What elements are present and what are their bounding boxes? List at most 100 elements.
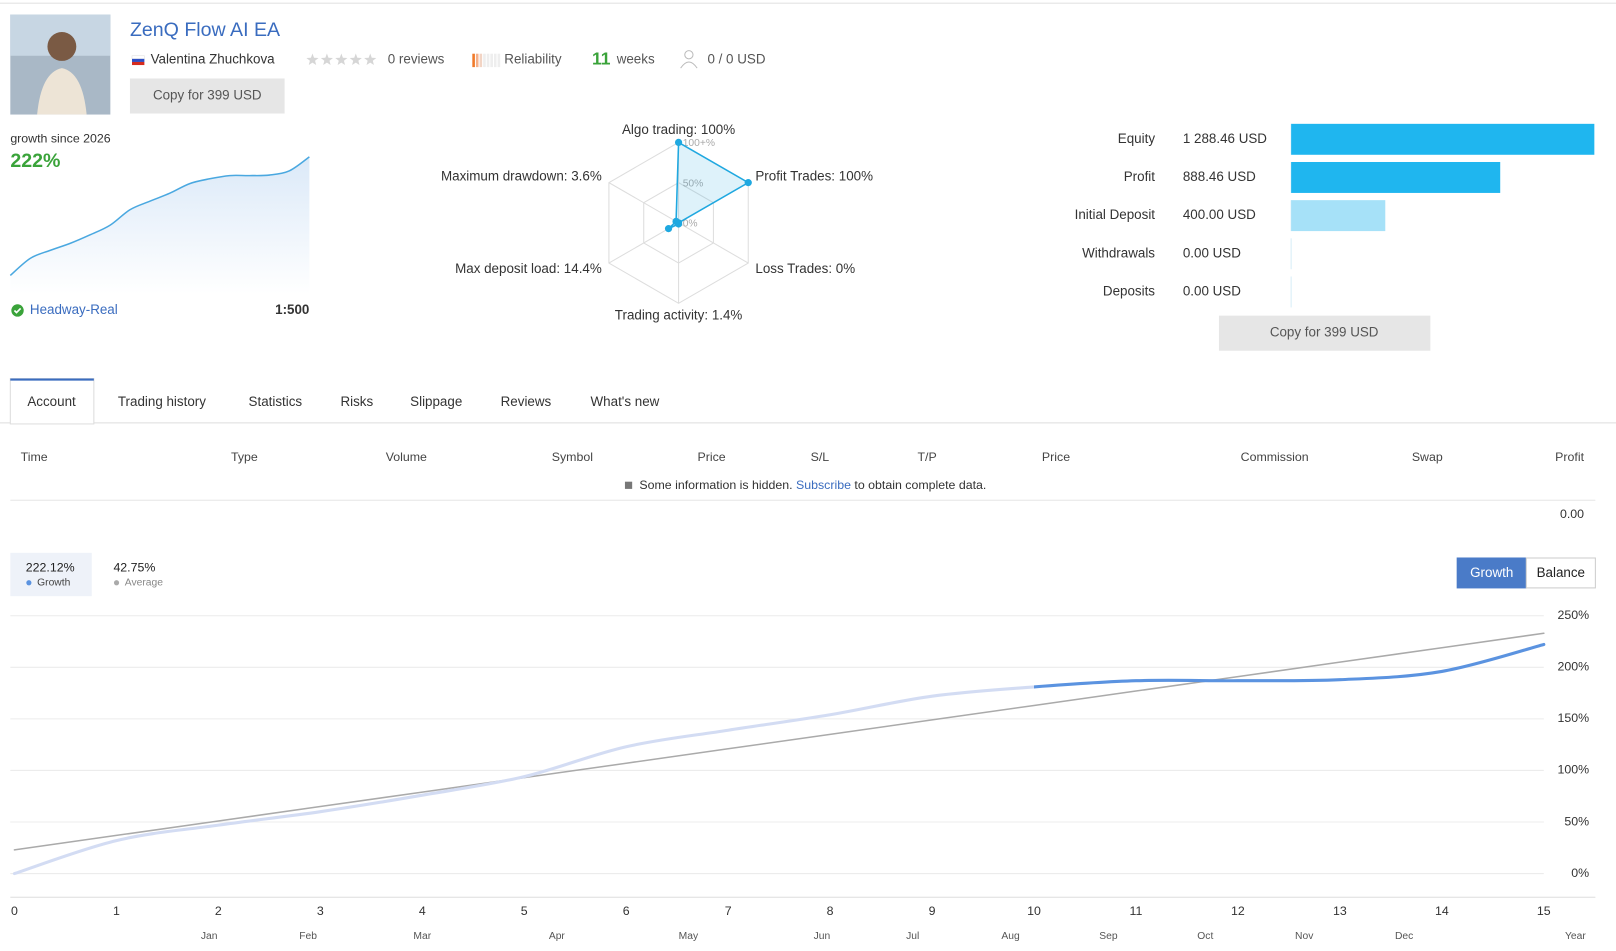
growth-chart: 222.12% Growth 42.75% Average Growth Balance 0… [10,552,1596,942]
radar-category: Loss Trades: [755,261,832,276]
table-total: 0.00 [1560,507,1584,521]
radar-tick-label: 0% [683,219,698,230]
bar-category: Equity [1118,131,1156,146]
star [364,53,377,66]
subscribers-icon [680,50,698,69]
reviews[interactable]: 0 reviews [388,51,445,66]
copy-button[interactable] [129,78,285,114]
mode-button-label[interactable]: Balance [1537,565,1585,580]
y-tick-label: 0% [1571,866,1589,880]
growth-value: 222% [10,150,60,172]
radar-category: Profit Trades: [755,168,835,183]
legend-name[interactable]: Average [125,577,163,588]
radar-label: Loss Trades: 0% [755,261,855,276]
reliability-bar [490,53,493,68]
subscribe-link[interactable]: Subscribe [796,478,851,492]
radar-label: Algo trading: 100% [622,122,735,137]
reliability-bar [497,53,501,68]
column-header: Type [231,450,258,464]
sparkline [9,156,310,294]
legend-box[interactable] [10,552,92,597]
y-tick-label: 250% [1558,608,1590,622]
x-tick-label: 2 [215,904,222,918]
bar [1291,123,1595,155]
x-tick-label: 6 [623,904,630,918]
bar-category: Initial Deposit [1075,207,1156,222]
bar-value-label: 0.00 USD [1183,283,1241,298]
sparkline-line [9,156,310,277]
column-header: S/L [811,450,830,464]
month-tick-label: Year [1565,931,1586,942]
star [320,53,333,66]
x-tick-label: 9 [929,904,936,918]
bar-category: Withdrawals [1082,245,1155,260]
legend-value[interactable]: 222.12% [26,561,75,575]
legend-dot [113,580,120,586]
weeks-value: 11 [592,49,611,69]
radar-category: Algo trading: [622,122,697,137]
balance-bars: Equity 1 288.46 USD Profit 888.46 USD Initia… [1075,123,1595,308]
notice-rest: to obtain complete data. [854,478,986,492]
bar-value-label: 400.00 USD [1183,207,1256,222]
mode-button[interactable] [1525,557,1596,589]
radar-chart: 100+%50%0%Algo trading: 100%Profit Trade… [441,122,873,323]
month-tick-label: Nov [1295,931,1314,942]
radar-value: 14.4% [564,261,602,276]
reliability-bar [486,53,490,68]
mode-button-label[interactable]: Growth [1470,565,1513,580]
legend-value[interactable]: 42.75% [113,561,155,575]
bar-value-label: 0.00 USD [1183,245,1241,260]
y-tick-label: 100% [1558,763,1590,777]
mode-button[interactable] [1456,557,1527,589]
tab[interactable]: Risks [340,394,373,409]
month-tick-label: Apr [549,931,566,942]
tab[interactable]: Statistics [249,394,303,409]
tab[interactable]: Trading history [118,394,206,409]
star [349,53,362,66]
lock-icon [624,481,633,489]
tab-active[interactable]: Account [27,394,76,409]
bar-category: Deposits [1103,283,1155,298]
column-header: Symbol [552,450,593,464]
y-tick-label: 50% [1564,814,1589,828]
reliability-bar [479,53,483,68]
x-tick-label: 4 [419,904,426,918]
title[interactable]: ZenQ Flow AI EA [130,19,281,41]
copy-button-label[interactable]: Copy for 399 USD [153,88,262,103]
column-header: Profit [1555,450,1584,464]
radar-value: 1.4% [712,307,743,322]
month-tick-label: Sep [1099,931,1118,942]
copy-button[interactable] [1218,315,1431,351]
radar-label: Trading activity: 1.4% [615,307,743,322]
weeks-label: weeks [616,51,655,66]
broker[interactable]: Headway-Real [30,302,118,317]
radar-point [664,225,673,233]
x-tick-label: 1 [113,904,120,918]
verified-check [13,307,22,314]
author[interactable]: Valentina Zhuchkova [151,51,276,66]
column-header: Price [1042,450,1070,464]
bar-value-label: 888.46 USD [1183,169,1256,184]
x-tick-label: 8 [827,904,834,918]
radar-value: 100% [701,122,735,137]
month-tick-label: Dec [1395,931,1413,942]
legend-name[interactable]: Growth [37,577,70,588]
month-tick-label: Jan [201,931,218,942]
x-tick-label: 7 [725,904,732,918]
sparkline-area [10,156,310,294]
tab[interactable]: What's new [591,394,660,409]
month-tick-label: Jun [814,931,831,942]
notice-text: Some information is hidden. [639,478,792,492]
x-tick-label: 0 [11,904,18,918]
copy-button-label[interactable]: Copy for 399 USD [1270,325,1379,340]
leverage: 1:500 [275,302,309,317]
reliability-bars [472,53,501,68]
tab[interactable]: Slippage [410,394,462,409]
month-tick-label: Feb [299,931,317,942]
tab[interactable]: Reviews [501,394,552,409]
bar-category: Profit [1124,169,1156,184]
reliability-bar [483,53,486,68]
radar-category: Trading activity: [615,307,708,322]
